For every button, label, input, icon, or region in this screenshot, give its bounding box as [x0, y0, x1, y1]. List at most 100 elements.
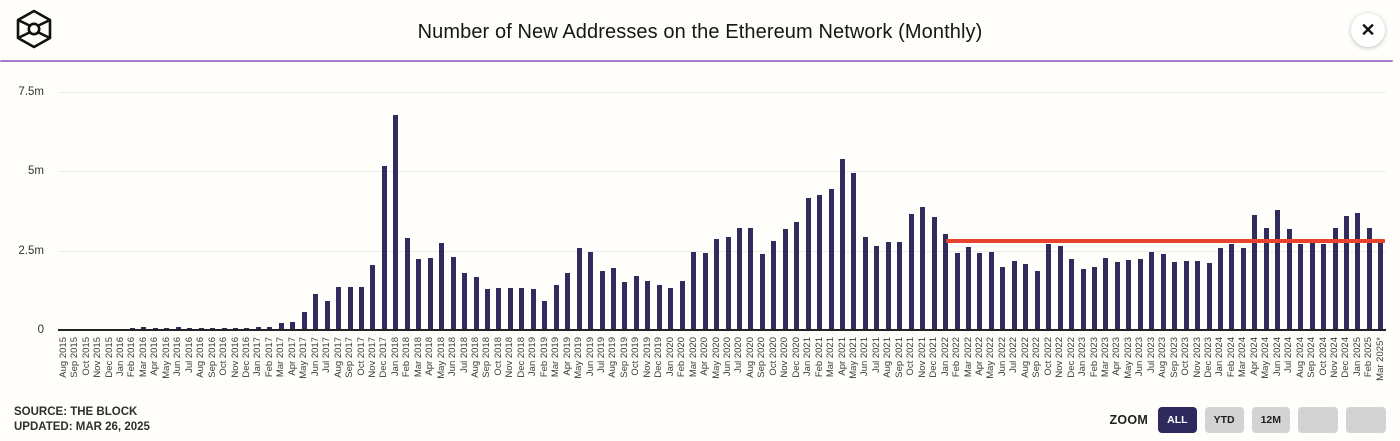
- zoom-button-12m[interactable]: 12M: [1251, 407, 1290, 433]
- x-axis-label: Apr 2018: [424, 337, 436, 376]
- x-axis-label: Jul 2017: [321, 337, 333, 373]
- bar-slot: [573, 92, 584, 330]
- bar-slot: [1020, 92, 1031, 330]
- bar-slot: [321, 92, 332, 330]
- x-slot: Jul 2021: [871, 334, 882, 402]
- x-axis-label: Apr 2023: [1111, 337, 1123, 376]
- x-axis-label: Jul 2022: [1008, 337, 1020, 373]
- bar-Dec-2016: [244, 327, 250, 330]
- close-button[interactable]: ✕: [1351, 13, 1385, 47]
- x-axis-label: Feb 2021: [813, 337, 825, 378]
- x-axis-label: Aug 2017: [332, 337, 344, 378]
- bar-slot: [608, 92, 619, 330]
- bar-Jan-2019: [530, 289, 536, 330]
- x-axis-label: Mar 2019: [550, 337, 562, 378]
- x-slot: Mar 2018: [413, 334, 424, 402]
- x-axis-label: Apr 2017: [286, 337, 298, 376]
- x-axis-label: Aug 2019: [607, 337, 619, 378]
- bar-Dec-2020: [794, 222, 800, 330]
- zoom-button-blank-4[interactable]: [1346, 407, 1386, 433]
- x-axis-label: Jun 2018: [447, 337, 459, 377]
- x-slot: Feb 2021: [814, 334, 825, 402]
- y-axis: 7.5m 5m 2.5m 0: [0, 0, 50, 441]
- x-slot: Dec 2022: [1066, 334, 1077, 402]
- bar-Jun-2018: [450, 257, 456, 330]
- x-axis-label: Feb 2024: [1225, 337, 1237, 378]
- bar-Jul-2016: [187, 327, 193, 330]
- x-axis-label: May 2017: [298, 337, 310, 379]
- bar-slot: [299, 92, 310, 330]
- zoom-button-blank-3[interactable]: [1298, 407, 1338, 433]
- x-slot: Jan 2018: [390, 334, 401, 402]
- bar-slot: [963, 92, 974, 330]
- bar-Jan-2021: [805, 198, 811, 330]
- bar-slot: [642, 92, 653, 330]
- x-axis-label: Sep 2020: [756, 337, 768, 378]
- y-axis-tick-label: 2.5m: [18, 244, 44, 257]
- y-axis-tick-label: 5m: [28, 165, 44, 178]
- x-axis-label: Sep 2023: [1168, 337, 1180, 378]
- x-slot: Apr 2022: [974, 334, 985, 402]
- the-block-logo[interactable]: [13, 8, 55, 50]
- x-slot: Dec 2024: [1340, 334, 1352, 402]
- bar-Oct-2021: [908, 213, 914, 330]
- y-axis-tick-label: 7.5m: [18, 86, 44, 98]
- bar-Feb-2024: [1229, 244, 1235, 330]
- x-slot: Feb 2025: [1363, 334, 1375, 402]
- bar-slot: [940, 92, 951, 330]
- x-slot: Feb 2017: [264, 334, 275, 402]
- x-slot: Nov 2023: [1192, 334, 1203, 402]
- bar-Mar-2016: [141, 327, 147, 330]
- bar-May-2024: [1263, 228, 1269, 330]
- bar-slot: [264, 92, 275, 330]
- bar-slot: [493, 92, 504, 330]
- x-slot: Oct 2019: [630, 334, 642, 402]
- zoom-button-ytd[interactable]: YTD: [1204, 407, 1244, 433]
- x-axis-label: Oct 2022: [1042, 337, 1054, 376]
- bar-slot: [928, 92, 939, 330]
- x-axis-label: Mar 2018: [412, 337, 424, 378]
- x-axis-label: Nov 2017: [366, 337, 378, 378]
- zoom-button-all[interactable]: ALL: [1158, 407, 1197, 433]
- bar-slot: [1238, 92, 1249, 330]
- x-axis-label: Jul 2018: [458, 337, 470, 373]
- bar-Apr-2018: [427, 258, 433, 330]
- x-axis-label: Aug 2018: [470, 337, 482, 378]
- bar-slot: [722, 92, 733, 330]
- bar-slot: [711, 92, 722, 330]
- x-slot: Jun 2024: [1272, 334, 1283, 402]
- bar-slot: [276, 92, 287, 330]
- x-axis-label: Jul 2021: [870, 337, 882, 373]
- x-axis-label: Sep 2017: [344, 337, 356, 378]
- x-axis-label: Jun 2021: [859, 337, 871, 377]
- bar-slot: [768, 92, 779, 330]
- bar-Sep-2018: [484, 289, 490, 330]
- x-slot: Mar 2016: [138, 334, 149, 402]
- bar-Nov-2021: [920, 207, 926, 330]
- x-axis-label: Apr 2021: [836, 337, 848, 376]
- x-axis-label: Jun 2017: [309, 337, 321, 377]
- bar-slot: [505, 92, 516, 330]
- x-axis-label: Nov 2023: [1191, 337, 1203, 378]
- x-slot: Oct 2022: [1043, 334, 1054, 402]
- x-slot: Jul 2024: [1283, 334, 1294, 402]
- gridline-7.5m: [58, 92, 1386, 93]
- bar-Feb-2018: [404, 238, 410, 330]
- bar-slot: [1261, 92, 1272, 330]
- bar-Aug-2021: [885, 241, 891, 330]
- x-slot: Apr 2024: [1249, 334, 1260, 402]
- bar-slot: [871, 92, 882, 330]
- bar-Apr-2023: [1114, 262, 1120, 330]
- bar-slot: [344, 92, 355, 330]
- x-slot: Jun 2021: [859, 334, 871, 402]
- x-axis-label: Dec 2021: [928, 337, 940, 378]
- bar-Jul-2020: [736, 228, 742, 330]
- bar-slot: [184, 92, 195, 330]
- bar-Jan-2017: [255, 327, 261, 330]
- x-slot: Aug 2015: [58, 334, 69, 402]
- x-axis-label: Jan 2025: [1351, 337, 1363, 377]
- bar-slot: [974, 92, 985, 330]
- x-axis-label: Aug 2021: [882, 337, 894, 378]
- trend-annotation-line: [945, 239, 1385, 244]
- bar-Jan-2025: [1355, 212, 1361, 330]
